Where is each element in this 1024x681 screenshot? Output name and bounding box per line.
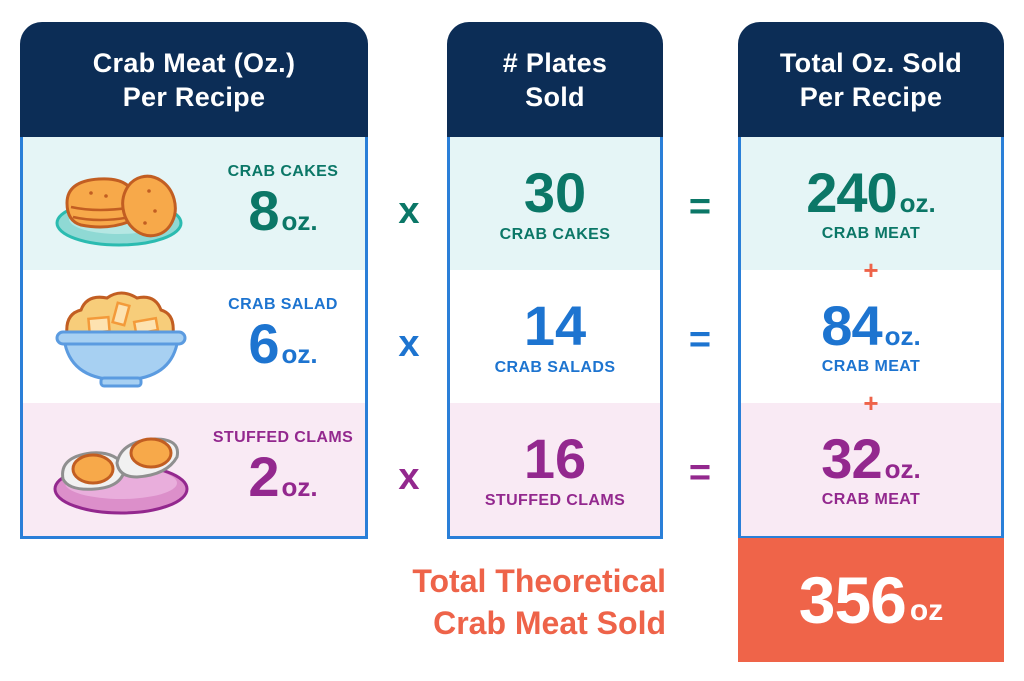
plates-count: 16 bbox=[523, 426, 587, 490]
label-line: Crab Meat Sold bbox=[433, 605, 666, 641]
plus-sign: + bbox=[863, 255, 879, 285]
recipe-row-crab-cakes: CRAB CAKES 8 oz. bbox=[23, 137, 365, 270]
multiply-sign: x bbox=[398, 190, 420, 232]
total-label: CRAB MEAT bbox=[821, 224, 921, 242]
header-line: Total Oz. Sold bbox=[779, 47, 963, 78]
oz-unit: oz. bbox=[281, 472, 318, 502]
column-header: # Plates Sold bbox=[447, 22, 663, 137]
grand-total-unit: oz bbox=[909, 594, 944, 627]
multiply-sign: x bbox=[398, 456, 420, 498]
grand-total-box: 356 oz bbox=[738, 538, 1004, 662]
total-theoretical-label: Total Theoretical Crab Meat Sold bbox=[350, 560, 666, 644]
crab-per-recipe-column: Crab Meat (Oz.) Per Recipe CRAB CAKES bbox=[20, 22, 368, 539]
plates-count: 30 bbox=[523, 160, 587, 224]
recipe-name: CRAB SALAD bbox=[228, 296, 338, 313]
oz-value: 2 bbox=[248, 445, 279, 508]
plates-label: STUFFED CLAMS bbox=[484, 491, 626, 509]
plates-sold-column: # Plates Sold 30 CRAB CAKES 14 CRAB SALA… bbox=[447, 22, 663, 539]
total-oz-value: 32 bbox=[821, 426, 882, 490]
plates-row: 30 CRAB CAKES bbox=[450, 137, 660, 270]
header-line: Per Recipe bbox=[799, 81, 943, 112]
column-body: CRAB CAKES 8 oz. CRAB SALAD bbox=[20, 137, 368, 539]
multiply-sign: x bbox=[398, 323, 420, 365]
column-header: Crab Meat (Oz.) Per Recipe bbox=[20, 22, 368, 137]
oz-value: 6 bbox=[248, 312, 279, 375]
column-body: 30 CRAB CAKES 14 CRAB SALADS 16 STUFFED … bbox=[447, 137, 663, 539]
equals-sign: = bbox=[688, 319, 712, 361]
oz-per-recipe: 8 oz. bbox=[208, 183, 358, 239]
recipe-name: STUFFED CLAMS bbox=[212, 429, 354, 446]
plates-label: CRAB CAKES bbox=[499, 225, 611, 243]
header-line: Per Recipe bbox=[122, 81, 266, 112]
crab-salad-bowl-icon bbox=[51, 284, 191, 389]
oz-per-recipe: 6 oz. bbox=[208, 316, 358, 372]
plates-row: 16 STUFFED CLAMS bbox=[450, 403, 660, 536]
recipe-row-crab-salad: CRAB SALAD 6 oz. bbox=[23, 270, 365, 403]
recipe-row-stuffed-clams: STUFFED CLAMS 2 oz. bbox=[23, 403, 365, 536]
recipe-info: CRAB SALAD 6 oz. bbox=[208, 296, 358, 372]
total-label: CRAB MEAT bbox=[821, 490, 921, 508]
total-oz-value: 84 bbox=[821, 293, 882, 357]
oz-unit: oz. bbox=[884, 453, 921, 484]
grand-total-value: 356 bbox=[798, 563, 907, 637]
header-line: # Plates bbox=[502, 47, 608, 78]
recipe-name: CRAB CAKES bbox=[227, 163, 339, 180]
plates-row: 14 CRAB SALADS bbox=[450, 270, 660, 403]
stuffed-clams-icon bbox=[51, 417, 191, 522]
column-header: Total Oz. Sold Per Recipe bbox=[738, 22, 1004, 137]
total-row: 240 oz. CRAB MEAT + bbox=[741, 137, 1001, 283]
column-body: 240 oz. CRAB MEAT + 84 oz. CRAB MEAT + 32 o… bbox=[738, 137, 1004, 539]
oz-unit: oz. bbox=[884, 320, 921, 351]
total-oz-value: 240 bbox=[806, 160, 897, 224]
total-per-recipe-column: Total Oz. Sold Per Recipe 240 oz. CRAB ME… bbox=[738, 22, 1004, 539]
plates-label: CRAB SALADS bbox=[494, 358, 616, 376]
plates-count: 14 bbox=[523, 293, 587, 357]
header-line: Crab Meat (Oz.) bbox=[92, 47, 296, 78]
header-line: Sold bbox=[525, 81, 585, 112]
total-row: 84 oz. CRAB MEAT + bbox=[741, 270, 1001, 416]
oz-per-recipe: 2 oz. bbox=[208, 449, 358, 505]
equals-sign: = bbox=[688, 452, 712, 494]
recipe-info: STUFFED CLAMS 2 oz. bbox=[208, 429, 358, 505]
recipe-info: CRAB CAKES 8 oz. bbox=[208, 163, 358, 239]
crab-cakes-icon bbox=[51, 151, 191, 256]
total-row: 32 oz. CRAB MEAT bbox=[741, 403, 1001, 536]
total-label: CRAB MEAT bbox=[821, 357, 921, 375]
oz-value: 8 bbox=[248, 179, 279, 242]
oz-unit: oz. bbox=[899, 187, 936, 218]
label-line: Total Theoretical bbox=[412, 563, 666, 599]
plus-sign: + bbox=[863, 388, 879, 418]
oz-unit: oz. bbox=[281, 206, 318, 236]
oz-unit: oz. bbox=[281, 339, 318, 369]
equals-sign: = bbox=[688, 186, 712, 228]
